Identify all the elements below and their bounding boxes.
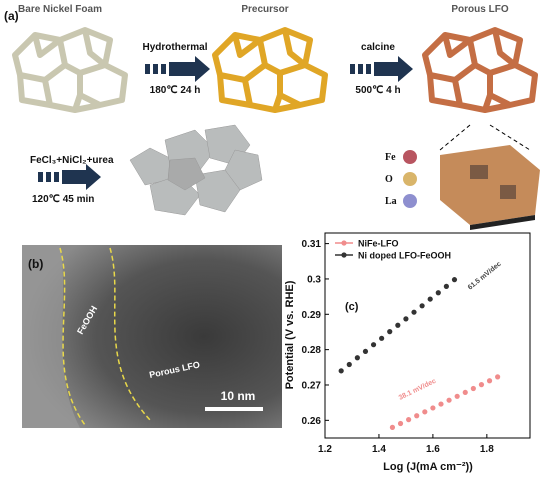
atom-icon: [403, 172, 417, 186]
data-point: [362, 348, 369, 355]
atom-icon: [403, 150, 417, 164]
annotation: 38.1 mV/dec: [398, 378, 438, 402]
x-tick-label: 1.6: [426, 444, 440, 455]
data-point: [346, 361, 352, 368]
y-axis-label: Potential (V vs. RHE): [284, 280, 296, 389]
reagents: FeCl₃+NiCl₂+urea: [30, 155, 114, 166]
data-point: [387, 329, 393, 335]
arrow: [350, 56, 413, 82]
data-point: [486, 378, 493, 384]
data-point: [462, 389, 468, 396]
y-tick-label: 0.31: [302, 239, 322, 250]
arrow: [38, 164, 101, 190]
scale-bar: [205, 407, 263, 411]
annotation: 61.5 mV/dec: [467, 261, 503, 292]
atom-label: O: [385, 174, 393, 185]
reagent-condition: 120℃ 45 min: [32, 194, 94, 205]
y-tick-label: 0.29: [302, 310, 322, 321]
data-point: [427, 296, 433, 302]
step-condition: 180℃ 24 h: [150, 85, 201, 96]
data-point: [443, 283, 449, 289]
step-condition: 500℃ 4 h: [355, 85, 400, 96]
data-point: [419, 303, 425, 309]
data-point: [495, 374, 501, 380]
panel-label: (b): [28, 257, 43, 271]
step-name: calcine: [361, 42, 395, 53]
lfo-foam: [425, 30, 535, 110]
data-point: [438, 401, 444, 407]
data-point: [414, 413, 420, 419]
data-point: [403, 316, 409, 322]
data-point: [397, 420, 404, 427]
data-point: [478, 382, 485, 388]
atom-label: Fe: [385, 152, 396, 163]
data-point: [354, 355, 360, 361]
stage-label: Bare Nickel Foam: [18, 4, 102, 15]
data-point: [370, 342, 377, 348]
arrow: [145, 56, 210, 82]
stage-label: Porous LFO: [451, 4, 508, 15]
step-name: Hydrothermal: [142, 42, 207, 53]
data-point: [454, 393, 460, 399]
data-point: [379, 335, 385, 341]
data-point: [422, 409, 428, 415]
scale-bar-label: 10 nm: [221, 389, 256, 403]
data-point: [338, 368, 344, 374]
data-point: [411, 309, 417, 315]
y-tick-label: 0.27: [302, 380, 322, 391]
atom-icon: [403, 194, 417, 208]
plot-frame: [324, 232, 531, 439]
y-tick-label: 0.26: [302, 416, 322, 427]
zoom-lines: [439, 124, 531, 151]
crystal-block: [440, 145, 540, 230]
legend-label: Ni doped LFO-FeOOH: [358, 251, 451, 261]
y-tick-label: 0.28: [302, 345, 322, 356]
legend-label: NiFe-LFO: [358, 239, 399, 249]
atom-label: La: [385, 196, 397, 207]
data-point: [470, 385, 476, 392]
legend-marker: [341, 240, 347, 246]
y-tick-label: 0.3: [307, 274, 321, 285]
stage-label: Precursor: [241, 4, 288, 15]
x-axis-label: Log (J(mA cm⁻²)): [383, 461, 473, 473]
panel-label: (c): [345, 301, 359, 313]
x-tick-label: 1.8: [480, 444, 494, 455]
nickel-foam: [15, 30, 125, 110]
precursor-foam: [215, 30, 325, 110]
tem-edge: [22, 245, 80, 428]
data-point: [389, 424, 396, 430]
particle-cluster: [129, 124, 263, 216]
legend-marker: [341, 252, 347, 258]
data-point: [446, 397, 452, 403]
x-tick-label: 1.2: [318, 444, 332, 455]
data-point: [406, 417, 412, 423]
data-point: [395, 322, 401, 328]
panel-label: (a): [4, 9, 19, 23]
boundary-line: [59, 247, 151, 426]
x-tick-label: 1.4: [372, 444, 386, 455]
data-point: [435, 290, 441, 296]
data-point: [430, 405, 436, 411]
data-point: [451, 277, 458, 283]
